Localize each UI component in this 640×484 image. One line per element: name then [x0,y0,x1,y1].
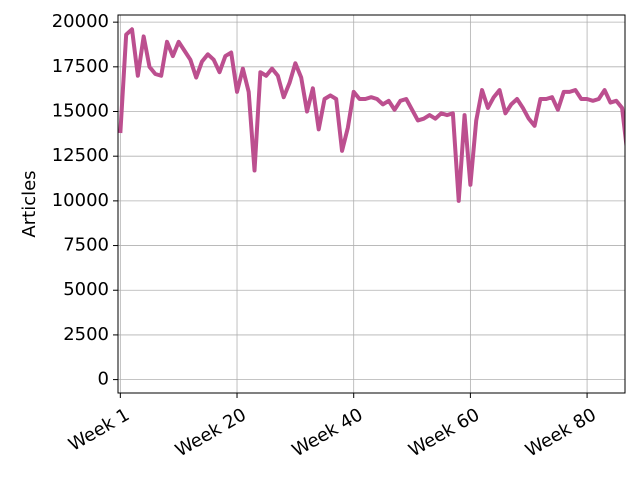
x-tick-label: Week 60 [405,404,483,461]
y-tick-label: 12500 [52,145,109,166]
y-axis-label: Articles [19,170,40,237]
y-tick-label: 15000 [52,101,109,122]
line-series [118,27,625,203]
y-tick-label: 7500 [63,235,109,256]
x-tick-label: Week 80 [522,404,600,461]
y-tick-label: 2500 [63,324,109,345]
y-tick-label: 0 [98,369,109,390]
y-tick-label: 17500 [52,56,109,77]
y-tick-label: 20000 [52,11,109,32]
x-tick-label: Week 1 [65,404,133,455]
plot-frame [117,14,626,394]
x-tick-label: Week 40 [289,404,367,461]
y-tick-label: 5000 [63,279,109,300]
x-tick-label: Week 20 [172,404,250,461]
y-tick-label: 10000 [52,190,109,211]
plot-area [118,27,625,203]
